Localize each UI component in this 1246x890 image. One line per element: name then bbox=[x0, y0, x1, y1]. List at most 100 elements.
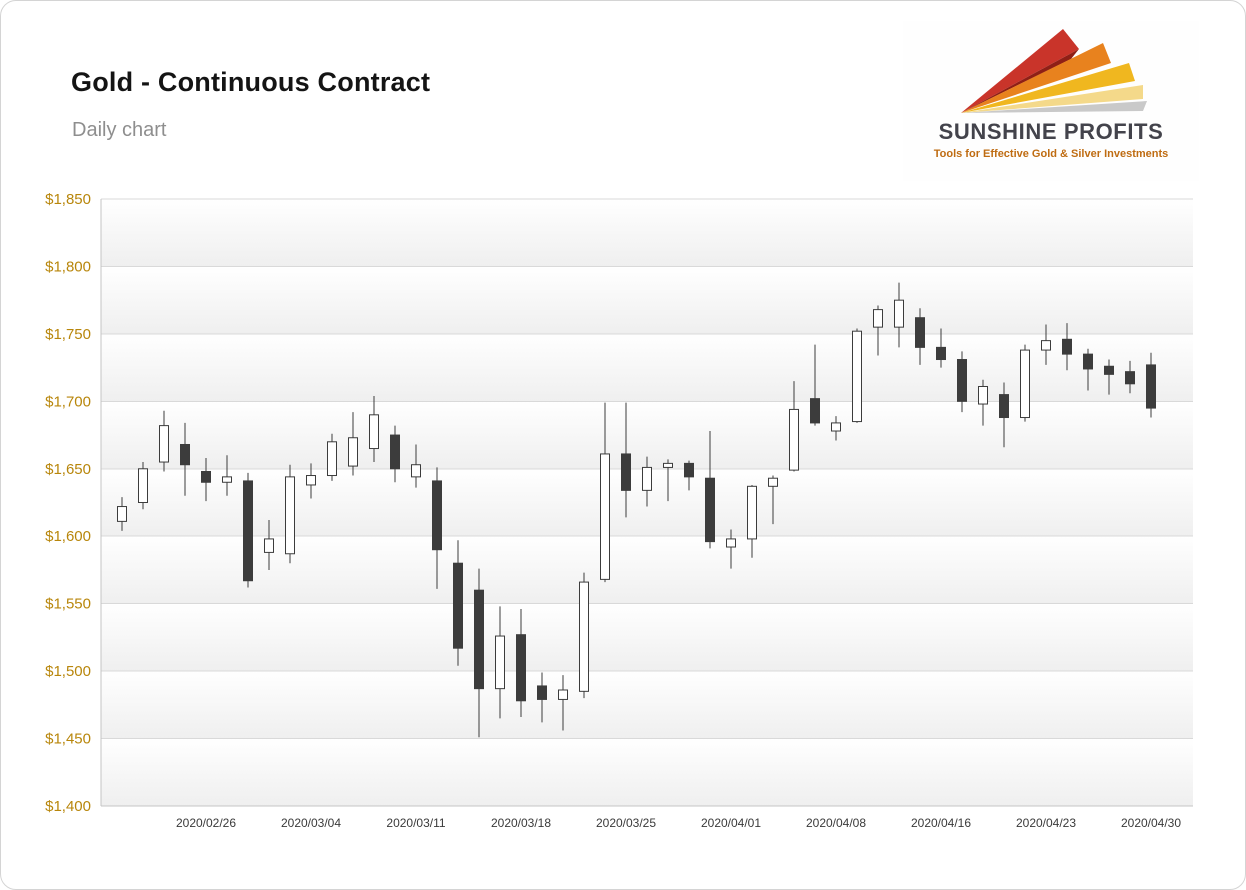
candle-body-up bbox=[726, 538, 736, 548]
candle-2020-04-07 bbox=[810, 344, 820, 426]
candle-2020-03-02 bbox=[264, 520, 274, 570]
candle-2020-04-21 bbox=[999, 382, 1009, 448]
x-axis-label: 2020/04/08 bbox=[806, 816, 866, 830]
candle-2020-02-25 bbox=[180, 422, 190, 496]
candle-body-down bbox=[684, 462, 694, 478]
candle-2020-03-11 bbox=[411, 444, 421, 488]
candle-2020-03-27 bbox=[663, 459, 673, 502]
candle-body-down bbox=[1062, 338, 1072, 355]
candle-body-up bbox=[600, 453, 610, 580]
candle-body-down bbox=[621, 453, 631, 491]
x-axis-label: 2020/03/11 bbox=[386, 816, 445, 830]
candle-2020-03-30 bbox=[684, 460, 694, 491]
x-axis-label: 2020/04/01 bbox=[701, 816, 761, 830]
candle-2020-04-24 bbox=[1062, 323, 1072, 371]
candle-body-up bbox=[789, 408, 799, 471]
candle-2020-04-09 bbox=[852, 328, 862, 423]
candle-2020-03-16 bbox=[474, 568, 484, 738]
candle-2020-03-06 bbox=[348, 412, 358, 476]
candle-2020-04-29 bbox=[1125, 360, 1135, 394]
candle-body-up bbox=[285, 476, 295, 555]
candle-2020-02-21 bbox=[138, 462, 148, 510]
candle-body-down bbox=[390, 434, 400, 470]
x-axis-label: 2020/02/26 bbox=[176, 816, 236, 830]
candle-2020-04-14 bbox=[894, 282, 904, 348]
candle-2020-03-25 bbox=[621, 402, 631, 518]
candle-body-down bbox=[1083, 353, 1093, 370]
x-axis-label: 2020/03/25 bbox=[596, 816, 656, 830]
candle-2020-02-28 bbox=[243, 472, 253, 588]
candle-2020-02-27 bbox=[222, 455, 232, 496]
candle-body-up bbox=[1041, 340, 1051, 351]
candle-2020-03-26 bbox=[642, 456, 652, 507]
candle-body-up bbox=[663, 462, 673, 468]
candle-body-down bbox=[915, 317, 925, 348]
candle-2020-02-20 bbox=[117, 497, 127, 531]
candle-body-down bbox=[201, 470, 211, 483]
candle-2020-04-17 bbox=[957, 351, 967, 413]
candle-body-down bbox=[537, 685, 547, 700]
candle-2020-03-17 bbox=[495, 606, 505, 719]
candle-2020-03-20 bbox=[558, 675, 568, 731]
candle-body-up bbox=[873, 309, 883, 328]
candle-2020-02-24 bbox=[159, 410, 169, 472]
candle-2020-02-26 bbox=[201, 457, 211, 502]
candle-body-up bbox=[852, 330, 862, 423]
y-axis-label: $1,500 bbox=[45, 663, 91, 680]
candle-2020-04-16 bbox=[936, 328, 946, 368]
candle-2020-04-08 bbox=[831, 416, 841, 441]
candle-2020-03-31 bbox=[705, 431, 715, 549]
page-title: Gold - Continuous Contract bbox=[71, 67, 431, 97]
y-axis-label: $1,600 bbox=[45, 528, 91, 545]
candle-body-up bbox=[495, 635, 505, 690]
candle-2020-03-23 bbox=[579, 572, 589, 699]
page-subtitle: Daily chart bbox=[72, 119, 167, 141]
candle-2020-03-18 bbox=[516, 609, 526, 717]
candle-body-down bbox=[432, 480, 442, 551]
y-axis-label: $1,700 bbox=[45, 393, 91, 410]
candle-body-down bbox=[810, 398, 820, 424]
candle-body-down bbox=[705, 477, 715, 543]
candle-body-down bbox=[474, 589, 484, 690]
x-axis-label: 2020/04/23 bbox=[1016, 816, 1076, 830]
candle-body-up bbox=[642, 466, 652, 491]
plot-band bbox=[101, 536, 1193, 604]
candle-body-down bbox=[936, 346, 946, 361]
candle-body-up bbox=[831, 422, 841, 432]
candle-body-up bbox=[306, 475, 316, 486]
candle-2020-03-04 bbox=[306, 463, 316, 499]
candle-2020-04-15 bbox=[915, 308, 925, 365]
candle-2020-04-20 bbox=[978, 379, 988, 426]
candle-2020-04-03 bbox=[768, 475, 778, 525]
logo-name: SUNSHINE PROFITS bbox=[938, 119, 1164, 144]
y-axis-label: $1,550 bbox=[45, 596, 91, 613]
plot-band bbox=[101, 333, 1193, 402]
plot-band bbox=[101, 738, 1193, 806]
candle-body-up bbox=[222, 476, 232, 483]
candle-body-up bbox=[117, 506, 127, 522]
candle-body-up bbox=[579, 581, 589, 692]
logo-tagline: Tools for Effective Gold & Silver Invest… bbox=[933, 148, 1169, 160]
candle-body-down bbox=[516, 634, 526, 702]
plot-band bbox=[101, 603, 1193, 672]
candle-2020-04-27 bbox=[1083, 348, 1093, 391]
candle-2020-03-13 bbox=[453, 540, 463, 666]
candle-body-up bbox=[264, 538, 274, 553]
x-axis-label: 2020/04/30 bbox=[1121, 816, 1181, 830]
candle-2020-04-01 bbox=[726, 529, 736, 569]
x-axis-label: 2020/03/04 bbox=[281, 816, 341, 830]
candle-2020-03-03 bbox=[285, 464, 295, 564]
candle-body-down bbox=[453, 562, 463, 649]
candle-body-up bbox=[348, 437, 358, 467]
candle-body-down bbox=[1146, 364, 1156, 409]
candle-body-up bbox=[894, 299, 904, 328]
candle-body-down bbox=[243, 480, 253, 582]
candle-body-up bbox=[138, 468, 148, 503]
candle-2020-04-02 bbox=[747, 484, 757, 558]
x-axis-label: 2020/04/16 bbox=[911, 816, 971, 830]
x-axis-label: 2020/03/18 bbox=[491, 816, 551, 830]
candle-2020-03-10 bbox=[390, 425, 400, 483]
y-axis-label: $1,650 bbox=[45, 461, 91, 478]
y-axis-label: $1,750 bbox=[45, 326, 91, 343]
